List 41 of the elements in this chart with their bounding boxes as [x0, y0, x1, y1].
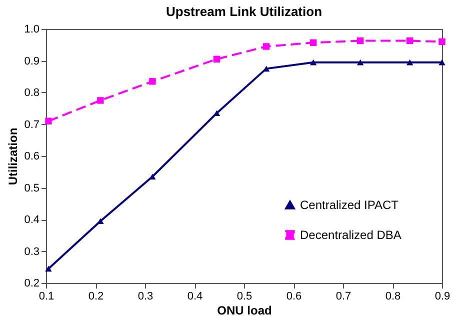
x-tick-label: 0.1	[38, 290, 54, 302]
chart-title: Upstream Link Utilization	[166, 4, 322, 19]
y-axis-title: Utilization	[6, 128, 20, 186]
point	[356, 59, 364, 66]
point	[406, 37, 414, 44]
point	[97, 97, 104, 104]
point	[438, 38, 446, 46]
point	[406, 59, 414, 66]
y-tick-label: 0.8	[24, 87, 40, 99]
point	[45, 266, 52, 272]
point	[149, 78, 156, 85]
point	[262, 66, 270, 72]
x-tick-label: 0.4	[187, 290, 203, 302]
x-tick-label: 0.5	[236, 290, 252, 302]
point	[149, 174, 156, 180]
x-tick-label: 0.6	[286, 290, 302, 302]
point	[213, 110, 220, 116]
point	[310, 39, 317, 46]
point	[438, 59, 446, 66]
y-tick-label: 0.7	[24, 118, 40, 131]
point	[310, 59, 317, 66]
x-tick-label: 0.2	[88, 290, 104, 302]
point	[45, 118, 52, 124]
point	[213, 56, 220, 63]
x-tick-label: 0.9	[434, 290, 450, 302]
point	[97, 218, 104, 224]
y-tick-label: 0.4	[24, 214, 40, 226]
x-axis-title: ONU load	[217, 304, 272, 318]
point	[262, 43, 270, 50]
y-tick-label: 0.6	[24, 150, 40, 162]
x-tick-label: 0.3	[138, 290, 154, 302]
y-tick-label: 0.3	[24, 246, 40, 258]
y-tick-label: 0.9	[24, 55, 40, 68]
point	[356, 37, 364, 44]
y-tick-label: 0.5	[24, 182, 40, 194]
x-tick-label: 0.8	[385, 290, 401, 302]
x-tick-label: 0.7	[336, 290, 352, 302]
legend-label: Decentralized DBA	[300, 228, 402, 242]
y-tick-label: 1.0	[24, 24, 40, 36]
y-tick-label: 0.2	[24, 278, 40, 290]
legend-label: Centralized IPACT	[300, 198, 400, 212]
